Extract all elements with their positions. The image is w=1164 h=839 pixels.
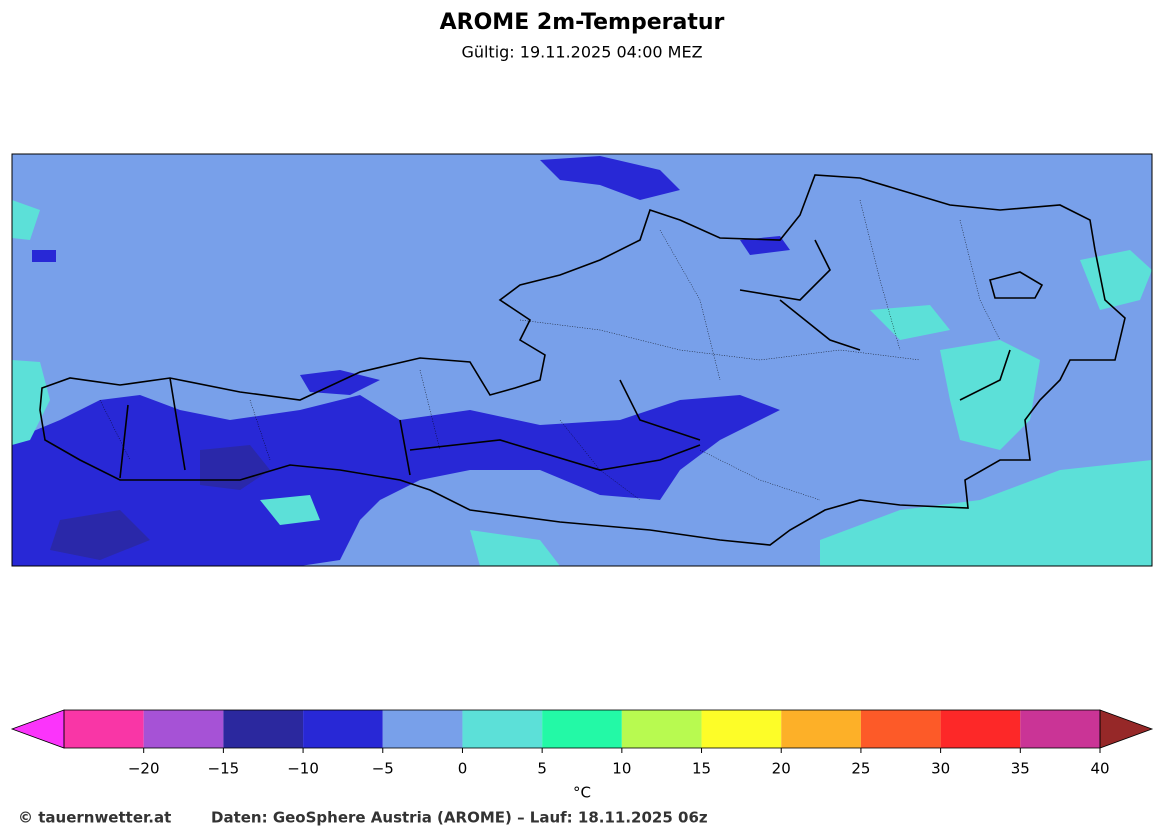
colorbar-tick-label: 15 (692, 760, 711, 778)
colorbar-tick-label: 0 (458, 760, 468, 778)
colorbar-segment (542, 710, 622, 748)
colorbar-outline (63, 709, 1101, 749)
colorbar-segment (462, 710, 543, 748)
subtitle: Gültig: 19.11.2025 04:00 MEZ (461, 43, 702, 62)
cold-areas (12, 156, 790, 566)
colorbar-segment (701, 710, 782, 748)
colorbar-tick-label: 25 (851, 760, 870, 778)
map (11, 153, 1153, 567)
colorbar-segment (1020, 710, 1100, 748)
district-borders (99, 199, 1001, 501)
state-borders (39, 174, 1126, 546)
colorbar-segment (621, 710, 702, 748)
colorbar-tick-label: −5 (372, 760, 394, 778)
colorbar-tick-label: −10 (287, 760, 319, 778)
colorbar-tick-label: 30 (931, 760, 950, 778)
colorbar-tick-label: −15 (208, 760, 240, 778)
colorbar-extend-over (1099, 709, 1154, 749)
mild-areas (12, 200, 1152, 566)
map-frame (11, 153, 1153, 567)
colorbar-tick-label: −20 (128, 760, 160, 778)
colorbar-tick-label: 10 (612, 760, 631, 778)
colorbar-segment (223, 710, 304, 748)
footer-credit: © tauernwetter.at (18, 809, 171, 827)
colorbar-tick-label: 5 (537, 760, 547, 778)
colorbar-segment (64, 710, 144, 748)
very-cold-areas (50, 445, 270, 560)
colorbar-segment (860, 710, 941, 748)
colorbar: −20 −15 −10 −5 0 5 10 15 20 25 30 35 40 (10, 709, 1154, 778)
colorbar-segment (781, 710, 861, 748)
footer-source: Daten: GeoSphere Austria (AROME) – Lauf:… (211, 809, 708, 827)
title: AROME 2m-Temperatur (440, 10, 725, 35)
colorbar-tick-label: 20 (772, 760, 791, 778)
colorbar-tick-label: 35 (1011, 760, 1030, 778)
colorbar-segment (940, 710, 1021, 748)
colorbar-label: °C (573, 784, 591, 802)
colorbar-segment (303, 710, 383, 748)
colorbar-segment (382, 710, 463, 748)
colorbar-extend-under (10, 709, 65, 749)
colorbar-tick-label: 40 (1090, 760, 1109, 778)
colorbar-segment (143, 710, 224, 748)
